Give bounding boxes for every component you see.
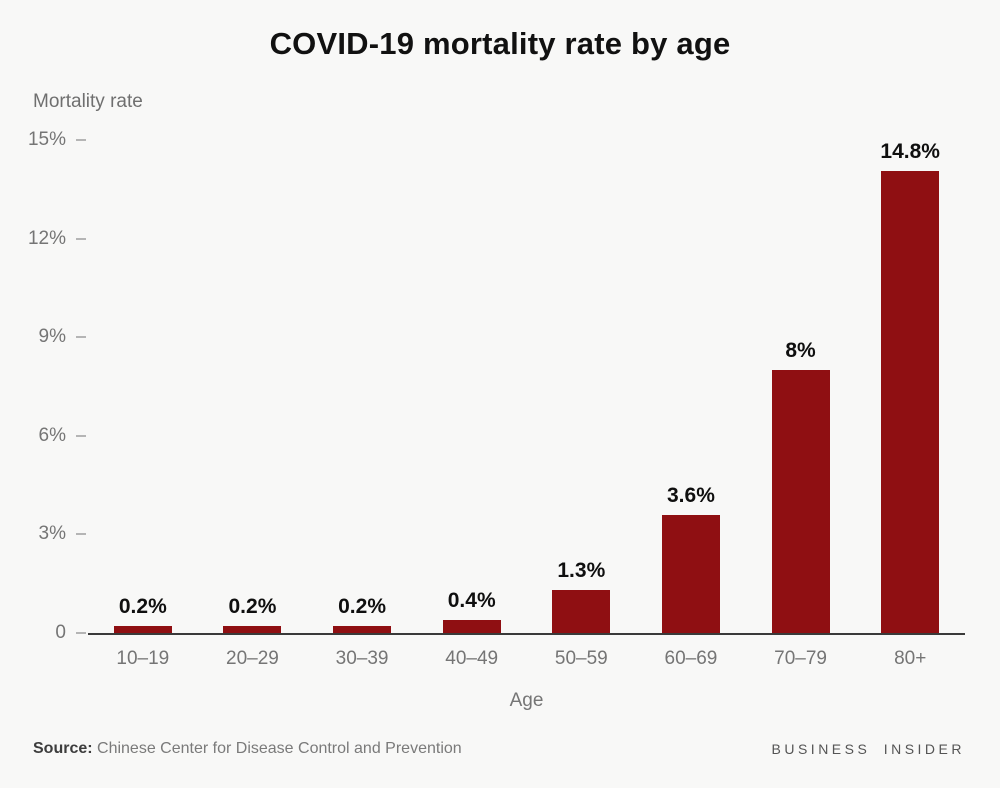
brand-logo: BUSINESS INSIDER (771, 741, 965, 757)
bar (223, 626, 282, 633)
bar-value-label: 0.4% (447, 589, 496, 612)
y-tick-label: 9% (38, 326, 66, 348)
y-tick-label: 3% (38, 523, 66, 545)
bar-value-label: 1.3% (557, 559, 606, 582)
x-tick-label: 80+ (894, 648, 927, 669)
bar (113, 626, 172, 633)
y-tick-label: 15% (27, 129, 66, 150)
y-tick-mark (76, 336, 86, 339)
y-tick-mark (76, 533, 86, 536)
y-axis-title: Mortality rate (33, 91, 143, 112)
bar-value-label: 0.2% (338, 595, 386, 618)
y-tick-mark (76, 434, 86, 437)
bar-value-label: 14.8% (880, 140, 940, 163)
y-tick-label: 6% (38, 424, 66, 446)
bar (661, 515, 720, 633)
bar-value-label: 3.6% (667, 484, 715, 507)
bar-group: 0.2% (88, 140, 198, 633)
source-line: Source: Chinese Center for Disease Contr… (33, 740, 462, 758)
bar-group: 3.6% (636, 140, 746, 633)
bar (552, 590, 611, 633)
bar (771, 370, 830, 633)
x-axis-labels: 10–19 20–29 30–39 40–49 50–59 60–69 70–79 80+ (88, 648, 965, 670)
bar-group: 1.3% (527, 140, 637, 633)
bar-group: 0.4% (417, 140, 527, 633)
x-tick-label: 70–79 (774, 648, 827, 669)
bar-group: 0.2% (198, 140, 308, 633)
bar-group: 8% (746, 140, 856, 633)
chart-title: COVID-19 mortality rate by age (269, 26, 731, 61)
x-tick-label: 40–49 (445, 648, 499, 669)
bar-value-label: 8% (785, 339, 816, 362)
y-tick-label: 12% (27, 227, 66, 249)
bar (333, 626, 392, 633)
source-label: Source: (33, 740, 93, 757)
bar (881, 171, 940, 633)
bar-group: 0.2% (307, 140, 417, 633)
bar (442, 620, 501, 633)
y-tick-mark (76, 237, 86, 240)
y-tick-mark (76, 632, 86, 634)
x-tick-label: 20–29 (226, 648, 279, 669)
y-tick-mark (76, 139, 86, 141)
source-text: Chinese Center for Disease Control and P… (92, 740, 462, 757)
bar-value-label: 0.2% (118, 595, 167, 618)
plot-area: 0.2% 0.2% 0.2% 0.4% 1.3% 3.6% 8% 14.8% (88, 140, 965, 635)
x-tick-label: 50–59 (554, 648, 608, 669)
footer: Source: Chinese Center for Disease Contr… (33, 740, 965, 758)
x-tick-label: 60–69 (664, 648, 718, 669)
x-tick-label: 30–39 (335, 648, 389, 669)
bar-group: 14.8% (855, 140, 965, 633)
bar-value-label: 0.2% (228, 595, 277, 618)
y-axis: 0 3% 6% 9% 12% 15% (0, 129, 88, 643)
x-tick-label: 10–19 (116, 648, 170, 669)
y-tick-label: 0 (55, 622, 66, 643)
x-axis-title: Age (509, 690, 544, 711)
